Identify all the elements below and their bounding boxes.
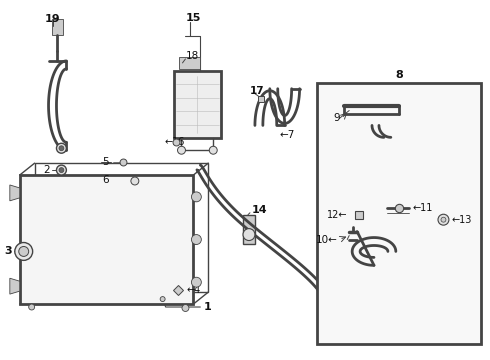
- Circle shape: [192, 235, 201, 244]
- Text: 5: 5: [102, 157, 109, 167]
- Circle shape: [441, 217, 446, 222]
- Circle shape: [19, 247, 29, 256]
- Circle shape: [160, 297, 165, 302]
- Text: 12←: 12←: [327, 210, 347, 220]
- Text: 15: 15: [185, 13, 201, 23]
- Text: 14: 14: [252, 205, 268, 215]
- Circle shape: [192, 277, 201, 287]
- Bar: [318, 83, 481, 344]
- Text: 8: 8: [395, 70, 403, 80]
- Circle shape: [192, 192, 201, 202]
- Circle shape: [131, 177, 139, 185]
- Text: 3: 3: [4, 247, 12, 256]
- Text: 6: 6: [102, 175, 109, 185]
- Text: ←7: ←7: [280, 130, 295, 140]
- Text: 9: 9: [333, 113, 340, 123]
- Circle shape: [209, 146, 217, 154]
- Text: 19: 19: [45, 14, 60, 24]
- Text: ←11: ←11: [413, 203, 433, 213]
- Circle shape: [56, 165, 66, 175]
- Bar: [51, 19, 63, 35]
- Text: 18: 18: [185, 51, 199, 61]
- Text: 1: 1: [203, 302, 211, 312]
- Circle shape: [15, 243, 33, 260]
- Bar: [243, 215, 255, 244]
- Circle shape: [182, 305, 189, 311]
- Text: 17: 17: [250, 86, 265, 96]
- Polygon shape: [20, 175, 194, 304]
- Circle shape: [438, 214, 449, 225]
- Circle shape: [29, 304, 35, 310]
- Polygon shape: [10, 185, 20, 201]
- Polygon shape: [10, 278, 20, 294]
- Circle shape: [243, 229, 255, 240]
- Text: 2: 2: [43, 165, 49, 175]
- Circle shape: [59, 168, 64, 172]
- Bar: [178, 57, 200, 69]
- Text: ←16: ←16: [165, 137, 185, 147]
- Text: ←4: ←4: [187, 285, 201, 295]
- Circle shape: [56, 143, 66, 153]
- Circle shape: [59, 146, 64, 151]
- Text: 10←: 10←: [316, 234, 337, 244]
- Text: ←13: ←13: [451, 215, 472, 225]
- Bar: [173, 71, 221, 138]
- Circle shape: [177, 146, 185, 154]
